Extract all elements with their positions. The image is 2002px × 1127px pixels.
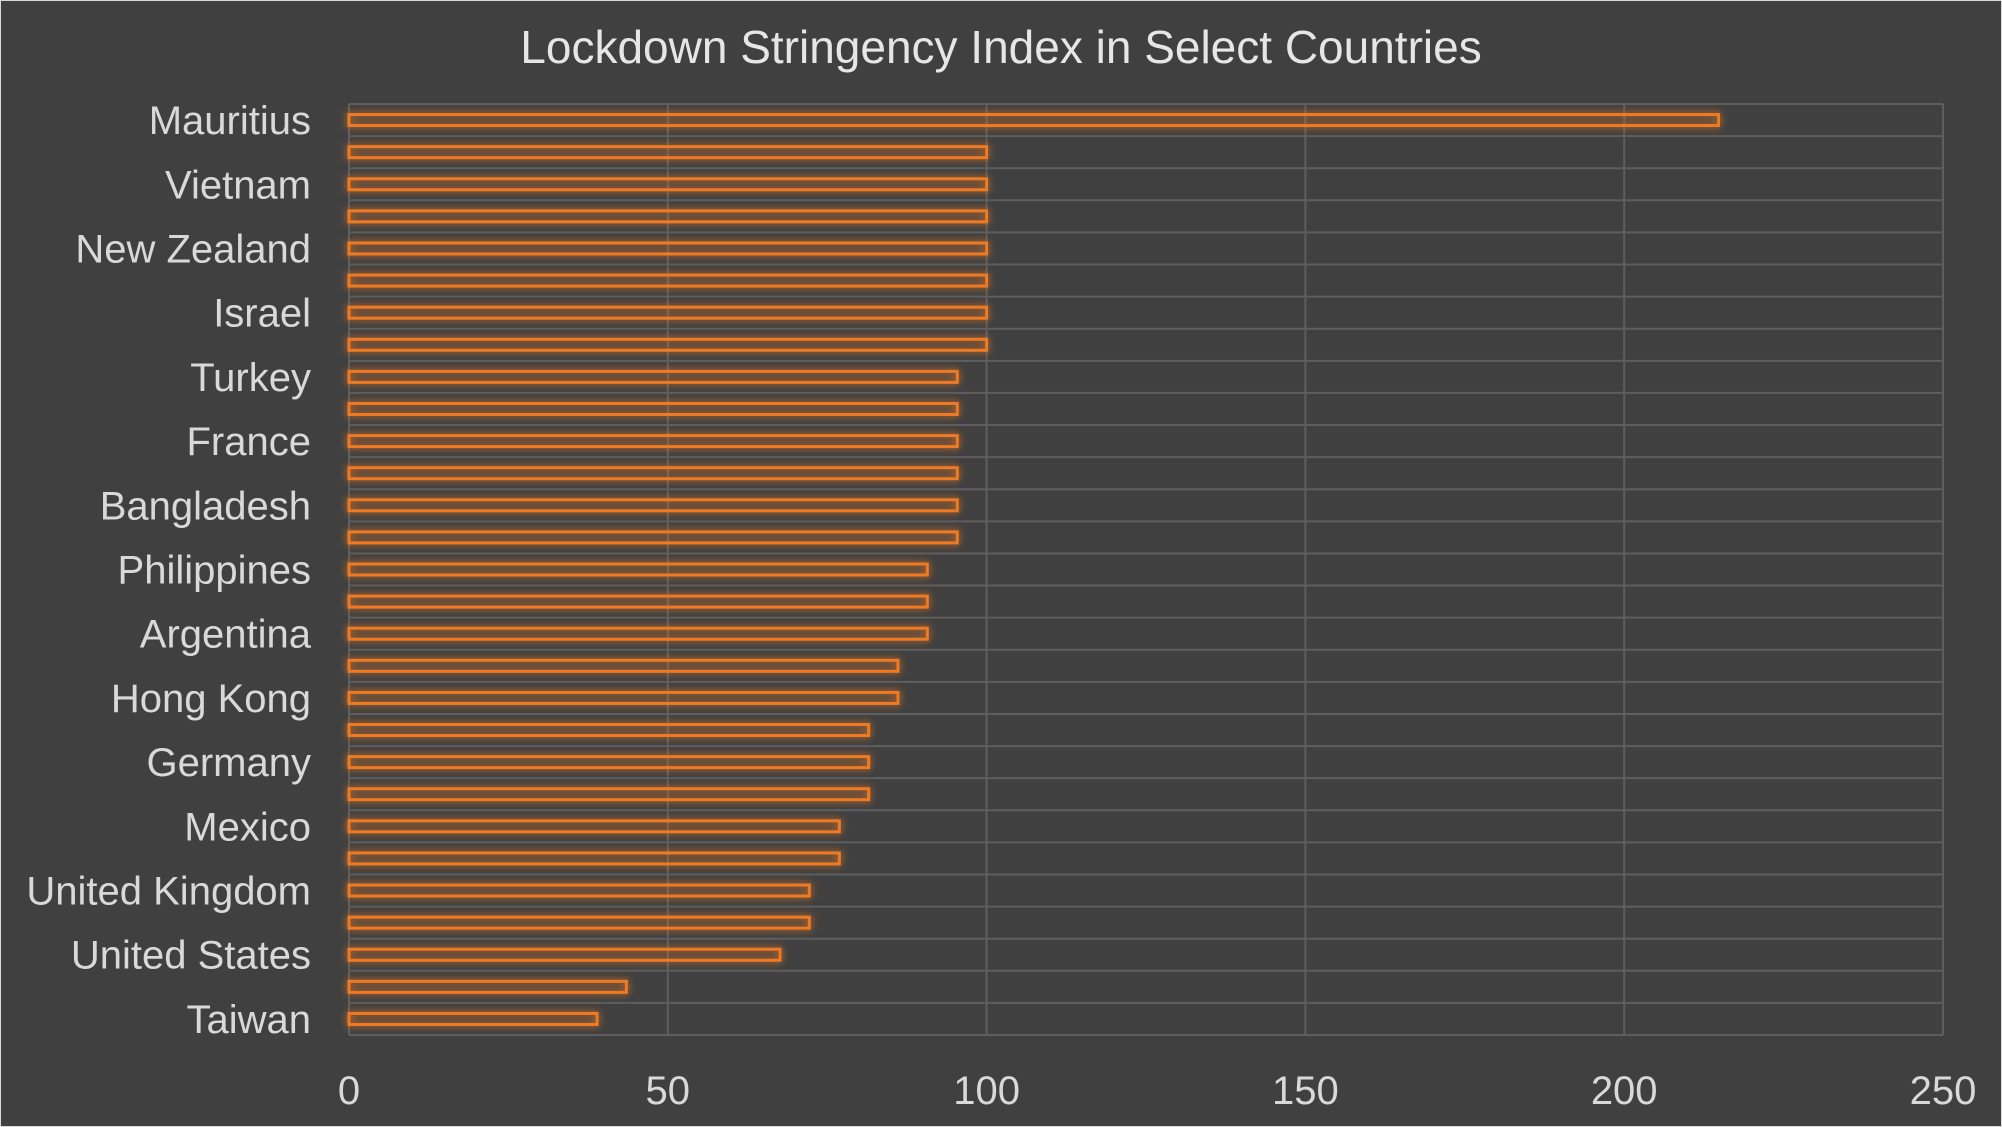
bar <box>347 947 782 962</box>
category-label: Israel <box>213 292 311 336</box>
bar <box>347 626 929 641</box>
category-label: Philippines <box>118 549 311 593</box>
bar <box>347 177 989 192</box>
category-label: Argentina <box>140 613 312 657</box>
bar <box>347 594 929 609</box>
category-label: Turkey <box>190 356 311 400</box>
chart-title: Lockdown Stringency Index in Select Coun… <box>520 21 1481 73</box>
bar <box>347 723 871 738</box>
bar <box>347 401 959 416</box>
bar <box>347 498 959 513</box>
bar <box>347 337 989 352</box>
x-tick-label: 100 <box>953 1069 1020 1113</box>
category-label: Taiwan <box>186 998 311 1042</box>
bars <box>347 113 1721 1026</box>
bar <box>347 819 841 834</box>
category-label: Vietnam <box>165 163 311 207</box>
bar <box>347 562 929 577</box>
bar <box>347 434 959 449</box>
bar <box>347 145 989 160</box>
category-label: Bangladesh <box>100 484 311 528</box>
bar <box>347 658 900 673</box>
x-tick-label: 200 <box>1591 1069 1658 1113</box>
bar <box>347 883 811 898</box>
bar <box>347 755 871 770</box>
bar <box>347 787 871 802</box>
x-tick-label: 0 <box>338 1069 360 1113</box>
bar <box>347 241 989 256</box>
category-label: Hong Kong <box>111 677 311 721</box>
bar <box>347 915 811 930</box>
category-label: Mexico <box>184 805 311 849</box>
x-axis-tick-labels: 0 50 100 150 200 250 <box>338 1069 1977 1113</box>
bar <box>347 113 1721 128</box>
bar <box>347 466 959 481</box>
category-label: Mauritius <box>149 99 311 143</box>
category-label: Germany <box>147 741 312 785</box>
category-label: New Zealand <box>75 227 311 271</box>
x-tick-label: 250 <box>1910 1069 1977 1113</box>
bar <box>347 273 989 288</box>
bar <box>347 530 959 545</box>
bar <box>347 851 841 866</box>
bar <box>347 1011 599 1026</box>
category-labels: Mauritius Vietnam New Zealand Israel Turkey F… <box>26 99 311 1042</box>
x-tick-label: 150 <box>1272 1069 1339 1113</box>
bar <box>347 369 959 384</box>
bar <box>347 979 628 994</box>
bar <box>347 305 989 320</box>
category-label: United States <box>71 934 311 978</box>
x-tick-label: 50 <box>646 1069 691 1113</box>
bar <box>347 690 900 705</box>
category-label: France <box>187 420 312 464</box>
category-label: United Kingdom <box>26 870 311 914</box>
gridlines <box>348 103 1944 1036</box>
bar <box>347 209 989 224</box>
